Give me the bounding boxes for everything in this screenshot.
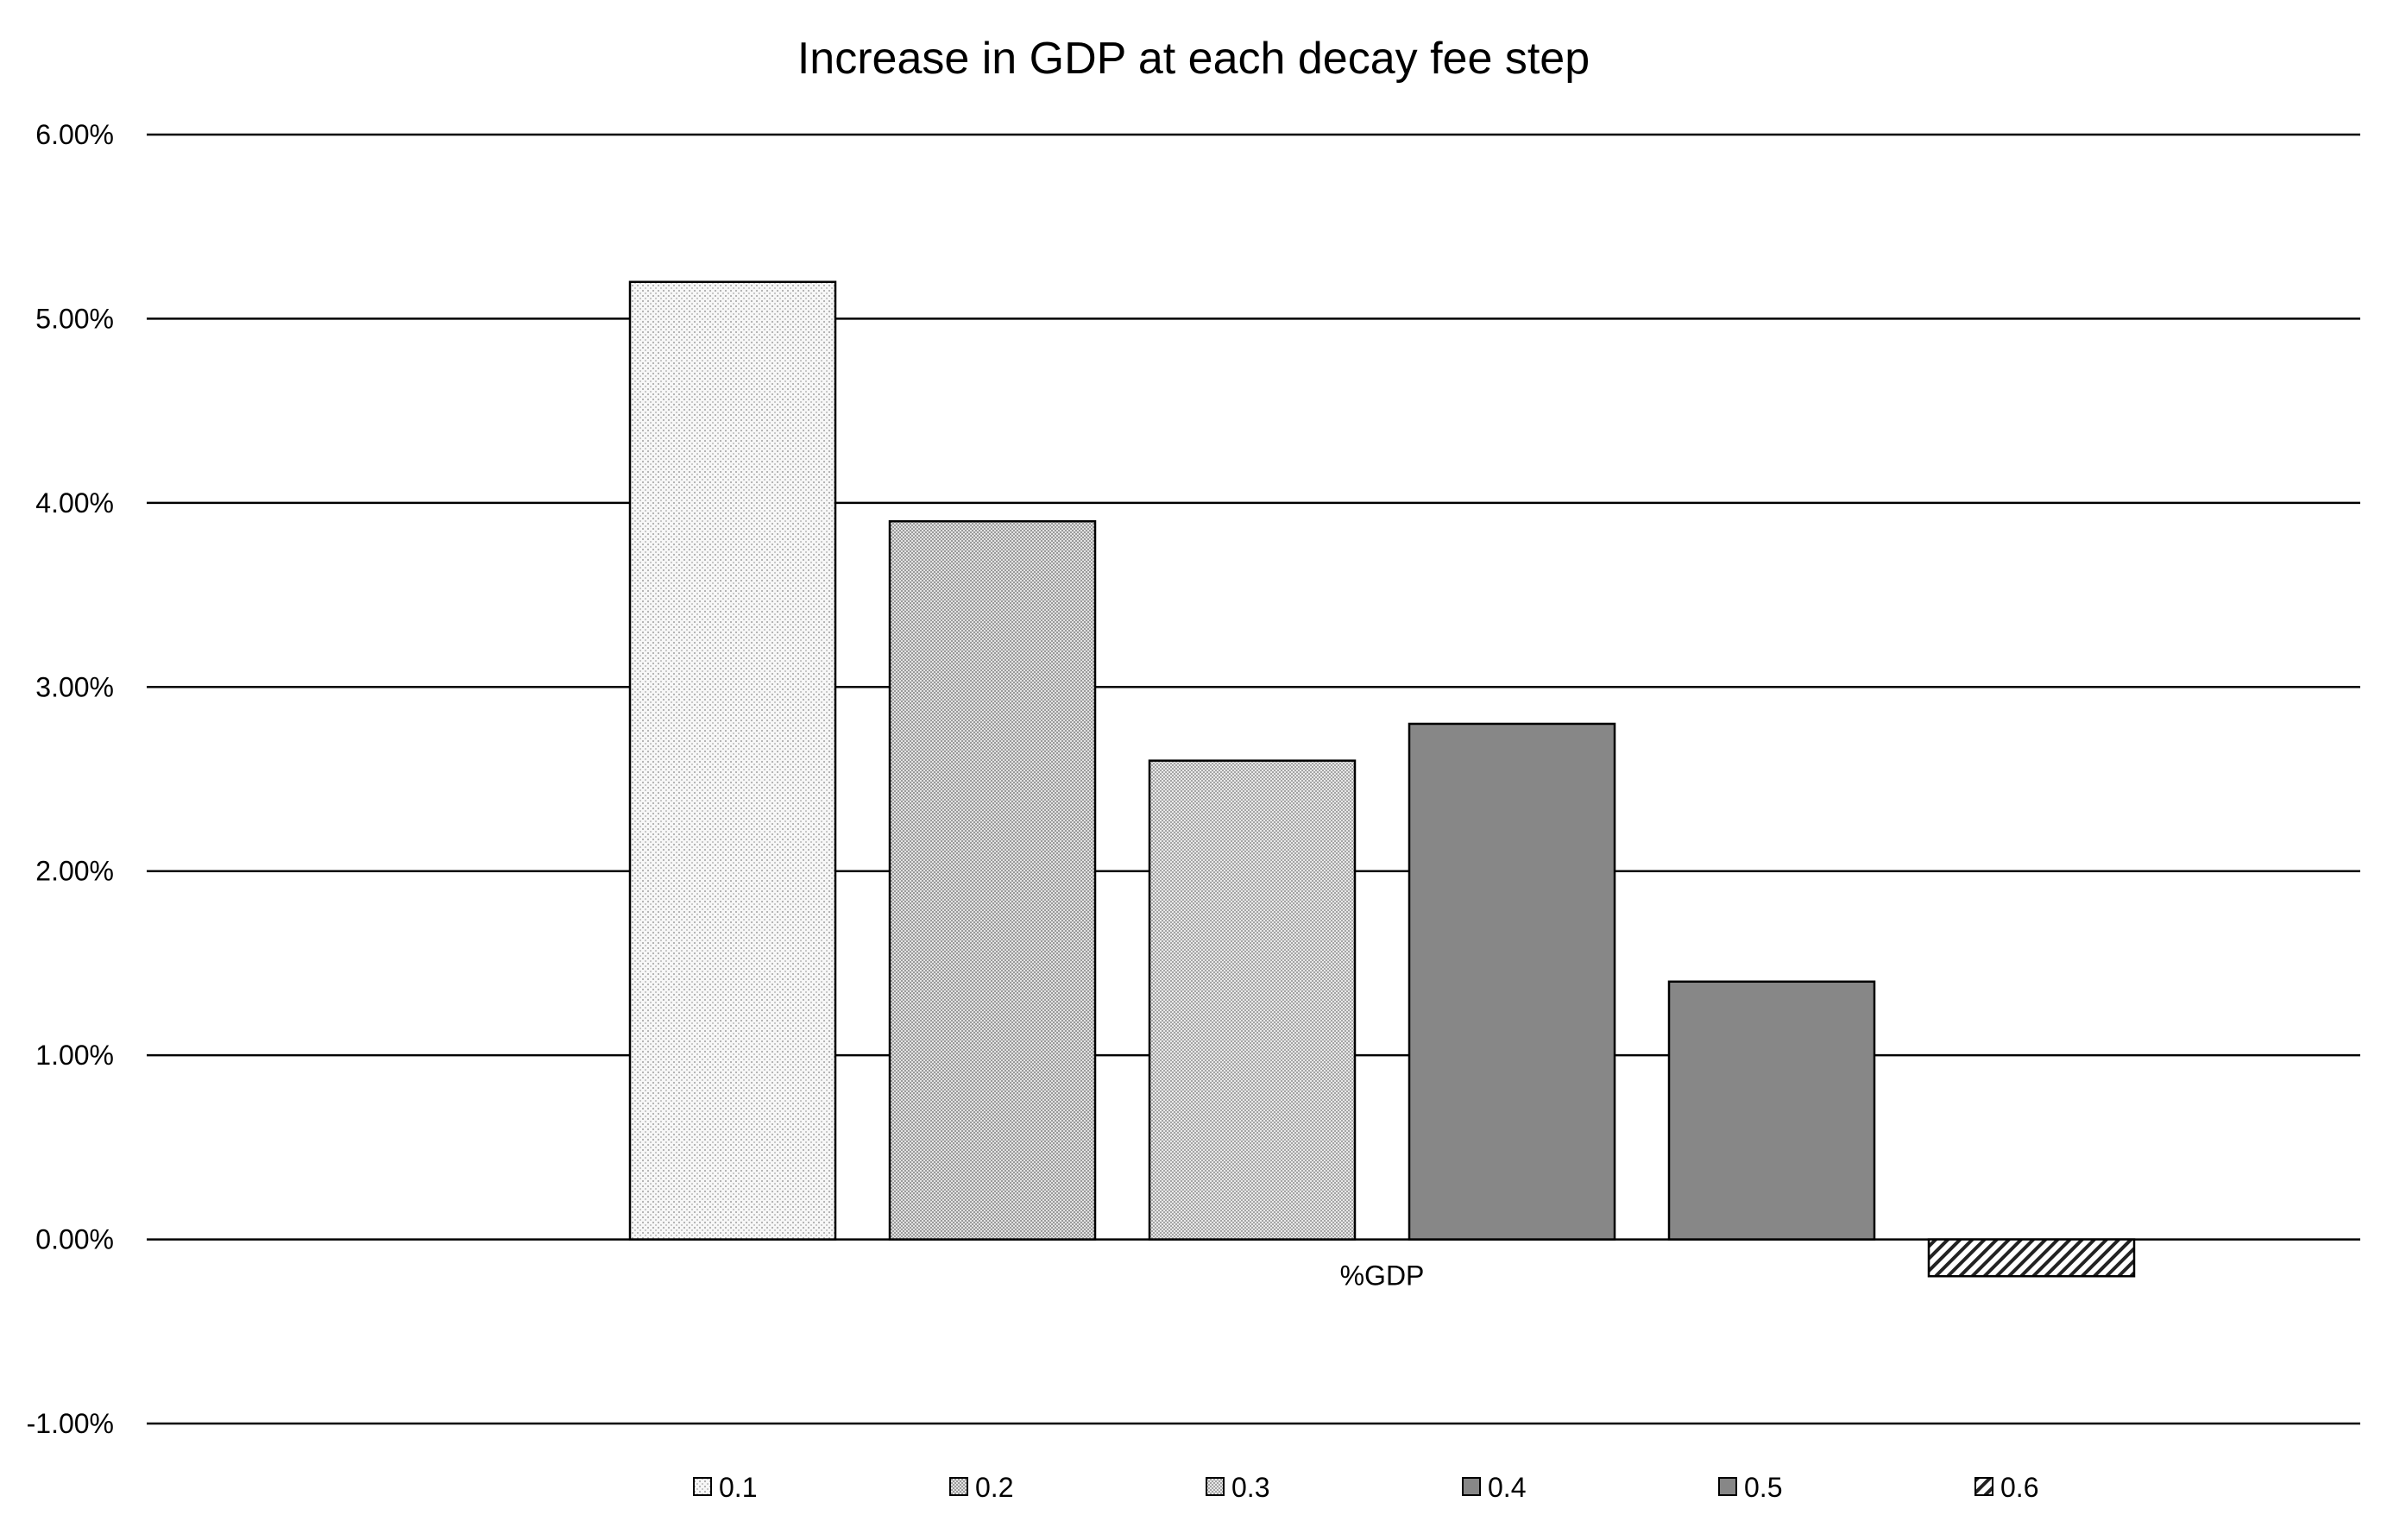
bar-0-4 [1408, 722, 1616, 1241]
legend: 0.1 0.2 0.3 0.4 0.5 0.6 [693, 1472, 2038, 1503]
bar-0-2 [888, 519, 1097, 1241]
y-tick-label: 5.00% [35, 303, 114, 334]
y-tick-label: 1.00% [35, 1040, 114, 1071]
bar-0-5 [1667, 980, 1876, 1241]
category-labels: %GDP [1340, 1260, 1425, 1292]
legend-label-0-1: 0.1 [719, 1472, 757, 1503]
chart-title: Increase in GDP at each decay fee step [797, 34, 1590, 84]
legend-label-0-3: 0.3 [1231, 1472, 1269, 1503]
legend-label-0-4: 0.4 [1488, 1472, 1526, 1503]
legend-swatch-0-4 [1462, 1477, 1481, 1496]
bar-0-1 [628, 280, 837, 1241]
legend-swatch-0-1 [693, 1477, 712, 1496]
legend-swatch-0-6 [1974, 1477, 1993, 1496]
y-axis-tick-labels: 6.00% 5.00% 4.00% 3.00% 2.00% 1.00% 0.00% -1.00… [27, 119, 114, 1439]
legend-label-0-5: 0.5 [1744, 1472, 1782, 1503]
bars [628, 280, 2136, 1278]
y-tick-label: 0.00% [35, 1224, 114, 1255]
y-tick-label: -1.00% [27, 1408, 114, 1439]
category-label: %GDP [1340, 1260, 1425, 1292]
bar-0-6 [1927, 1238, 2136, 1278]
legend-swatch-0-5 [1718, 1477, 1737, 1496]
legend-label-0-6: 0.6 [2000, 1472, 2038, 1503]
y-tick-label: 3.00% [35, 671, 114, 702]
legend-swatch-0-3 [1206, 1477, 1225, 1496]
legend-label-0-2: 0.2 [975, 1472, 1013, 1503]
y-tick-label: 2.00% [35, 856, 114, 887]
legend-swatch-0-2 [949, 1477, 968, 1496]
y-tick-label: 6.00% [35, 119, 114, 150]
bar-0-3 [1148, 759, 1357, 1241]
y-tick-label: 4.00% [35, 487, 114, 519]
